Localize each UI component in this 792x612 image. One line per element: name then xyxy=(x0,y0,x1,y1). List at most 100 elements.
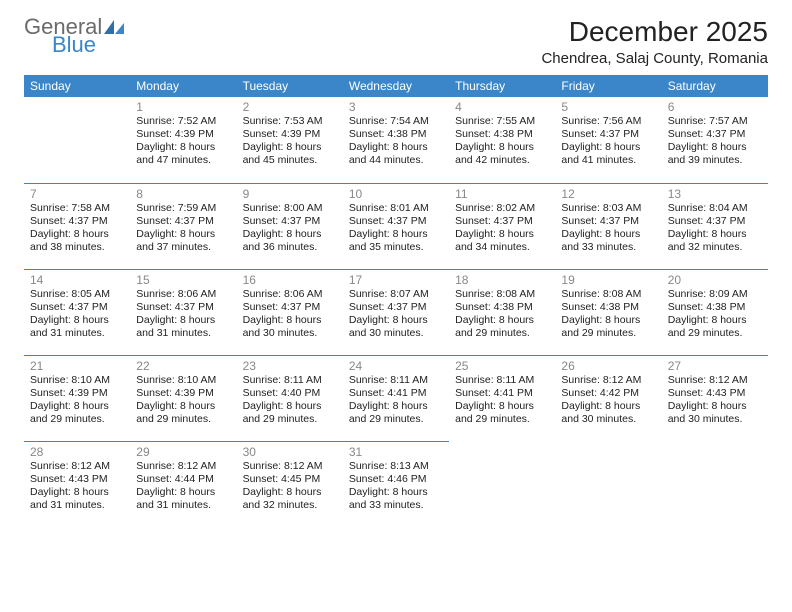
sunrise-line: Sunrise: 7:56 AM xyxy=(561,115,655,128)
sunset-line: Sunset: 4:37 PM xyxy=(243,301,337,314)
sunset-line: Sunset: 4:38 PM xyxy=(455,301,549,314)
calendar-day-cell: 16Sunrise: 8:06 AMSunset: 4:37 PMDayligh… xyxy=(237,269,343,355)
sunset-line: Sunset: 4:44 PM xyxy=(136,473,230,486)
logo-word-blue: Blue xyxy=(52,34,126,56)
sunset-line: Sunset: 4:38 PM xyxy=(455,128,549,141)
calendar-empty-cell xyxy=(662,441,768,527)
logo: General Blue xyxy=(24,16,126,56)
location-subtitle: Chendrea, Salaj County, Romania xyxy=(541,50,768,67)
sunset-line: Sunset: 4:37 PM xyxy=(30,301,124,314)
day-number: 30 xyxy=(243,445,337,459)
day-number: 21 xyxy=(30,359,124,373)
day-number: 12 xyxy=(561,187,655,201)
sunset-line: Sunset: 4:41 PM xyxy=(349,387,443,400)
calendar-week-row: 7Sunrise: 7:58 AMSunset: 4:37 PMDaylight… xyxy=(24,183,768,269)
calendar-header-row: SundayMondayTuesdayWednesdayThursdayFrid… xyxy=(24,75,768,97)
daylight-line: and 31 minutes. xyxy=(30,499,124,512)
daylight-line: and 29 minutes. xyxy=(136,413,230,426)
calendar-day-cell: 20Sunrise: 8:09 AMSunset: 4:38 PMDayligh… xyxy=(662,269,768,355)
daylight-line: Daylight: 8 hours xyxy=(455,314,549,327)
daylight-line: Daylight: 8 hours xyxy=(349,400,443,413)
daylight-line: and 45 minutes. xyxy=(243,154,337,167)
calendar-empty-cell xyxy=(449,441,555,527)
day-number: 2 xyxy=(243,100,337,114)
sunrise-line: Sunrise: 8:11 AM xyxy=(243,374,337,387)
day-number: 18 xyxy=(455,273,549,287)
calendar-table: SundayMondayTuesdayWednesdayThursdayFrid… xyxy=(24,75,768,527)
day-header: Sunday xyxy=(24,75,130,97)
sunrise-line: Sunrise: 8:09 AM xyxy=(668,288,762,301)
daylight-line: and 31 minutes. xyxy=(136,327,230,340)
day-number: 5 xyxy=(561,100,655,114)
calendar-day-cell: 7Sunrise: 7:58 AMSunset: 4:37 PMDaylight… xyxy=(24,183,130,269)
day-number: 29 xyxy=(136,445,230,459)
calendar-day-cell: 30Sunrise: 8:12 AMSunset: 4:45 PMDayligh… xyxy=(237,441,343,527)
daylight-line: and 29 minutes. xyxy=(349,413,443,426)
calendar-day-cell: 31Sunrise: 8:13 AMSunset: 4:46 PMDayligh… xyxy=(343,441,449,527)
calendar-day-cell: 22Sunrise: 8:10 AMSunset: 4:39 PMDayligh… xyxy=(130,355,236,441)
sunrise-line: Sunrise: 7:54 AM xyxy=(349,115,443,128)
day-header: Tuesday xyxy=(237,75,343,97)
daylight-line: and 47 minutes. xyxy=(136,154,230,167)
daylight-line: Daylight: 8 hours xyxy=(30,228,124,241)
daylight-line: and 30 minutes. xyxy=(349,327,443,340)
daylight-line: Daylight: 8 hours xyxy=(30,400,124,413)
daylight-line: and 42 minutes. xyxy=(455,154,549,167)
sunset-line: Sunset: 4:38 PM xyxy=(561,301,655,314)
sunset-line: Sunset: 4:37 PM xyxy=(561,128,655,141)
daylight-line: Daylight: 8 hours xyxy=(349,486,443,499)
daylight-line: Daylight: 8 hours xyxy=(136,400,230,413)
sunrise-line: Sunrise: 8:12 AM xyxy=(136,460,230,473)
day-number: 14 xyxy=(30,273,124,287)
daylight-line: Daylight: 8 hours xyxy=(243,314,337,327)
daylight-line: Daylight: 8 hours xyxy=(455,228,549,241)
sunrise-line: Sunrise: 8:00 AM xyxy=(243,202,337,215)
sunset-line: Sunset: 4:39 PM xyxy=(136,387,230,400)
sunset-line: Sunset: 4:41 PM xyxy=(455,387,549,400)
daylight-line: Daylight: 8 hours xyxy=(561,314,655,327)
daylight-line: and 33 minutes. xyxy=(561,241,655,254)
daylight-line: and 29 minutes. xyxy=(668,327,762,340)
title-block: December 2025 Chendrea, Salaj County, Ro… xyxy=(541,16,768,67)
calendar-day-cell: 2Sunrise: 7:53 AMSunset: 4:39 PMDaylight… xyxy=(237,97,343,183)
sunrise-line: Sunrise: 8:02 AM xyxy=(455,202,549,215)
daylight-line: Daylight: 8 hours xyxy=(136,486,230,499)
calendar-day-cell: 15Sunrise: 8:06 AMSunset: 4:37 PMDayligh… xyxy=(130,269,236,355)
day-number: 22 xyxy=(136,359,230,373)
daylight-line: and 37 minutes. xyxy=(136,241,230,254)
sunrise-line: Sunrise: 8:11 AM xyxy=(455,374,549,387)
sunrise-line: Sunrise: 7:52 AM xyxy=(136,115,230,128)
calendar-week-row: 28Sunrise: 8:12 AMSunset: 4:43 PMDayligh… xyxy=(24,441,768,527)
sunrise-line: Sunrise: 8:13 AM xyxy=(349,460,443,473)
sunrise-line: Sunrise: 7:55 AM xyxy=(455,115,549,128)
day-number: 23 xyxy=(243,359,337,373)
calendar-day-cell: 11Sunrise: 8:02 AMSunset: 4:37 PMDayligh… xyxy=(449,183,555,269)
day-number: 20 xyxy=(668,273,762,287)
calendar-day-cell: 10Sunrise: 8:01 AMSunset: 4:37 PMDayligh… xyxy=(343,183,449,269)
daylight-line: and 41 minutes. xyxy=(561,154,655,167)
sunset-line: Sunset: 4:40 PM xyxy=(243,387,337,400)
daylight-line: and 34 minutes. xyxy=(455,241,549,254)
daylight-line: Daylight: 8 hours xyxy=(349,314,443,327)
sunrise-line: Sunrise: 8:11 AM xyxy=(349,374,443,387)
sunrise-line: Sunrise: 8:12 AM xyxy=(30,460,124,473)
day-number: 31 xyxy=(349,445,443,459)
calendar-day-cell: 21Sunrise: 8:10 AMSunset: 4:39 PMDayligh… xyxy=(24,355,130,441)
daylight-line: and 29 minutes. xyxy=(455,413,549,426)
calendar-day-cell: 26Sunrise: 8:12 AMSunset: 4:42 PMDayligh… xyxy=(555,355,661,441)
daylight-line: and 38 minutes. xyxy=(30,241,124,254)
calendar-day-cell: 3Sunrise: 7:54 AMSunset: 4:38 PMDaylight… xyxy=(343,97,449,183)
sunset-line: Sunset: 4:37 PM xyxy=(455,215,549,228)
day-number: 11 xyxy=(455,187,549,201)
calendar-day-cell: 25Sunrise: 8:11 AMSunset: 4:41 PMDayligh… xyxy=(449,355,555,441)
day-number: 1 xyxy=(136,100,230,114)
daylight-line: and 29 minutes. xyxy=(455,327,549,340)
sunset-line: Sunset: 4:37 PM xyxy=(243,215,337,228)
page-title: December 2025 xyxy=(541,16,768,48)
daylight-line: and 35 minutes. xyxy=(349,241,443,254)
sunrise-line: Sunrise: 8:12 AM xyxy=(243,460,337,473)
sunset-line: Sunset: 4:38 PM xyxy=(668,301,762,314)
sunrise-line: Sunrise: 8:06 AM xyxy=(243,288,337,301)
daylight-line: and 39 minutes. xyxy=(668,154,762,167)
day-number: 15 xyxy=(136,273,230,287)
